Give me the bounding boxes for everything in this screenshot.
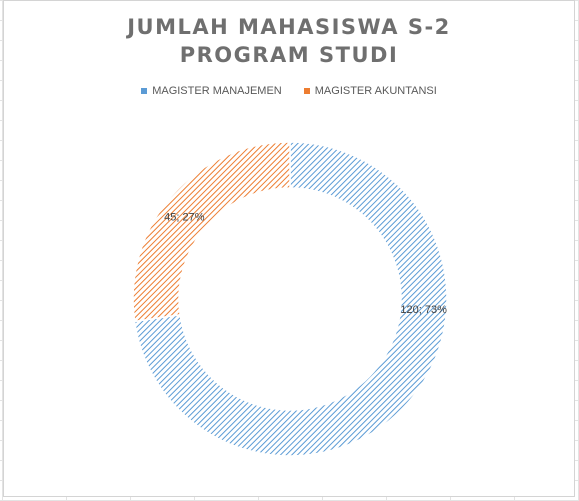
chart-title-line-1: JUMLAH MAHASISWA S-2 [127, 15, 451, 39]
data-label-magister-manajemen: 120; 73% [400, 304, 447, 316]
legend-item-manajemen: MAGISTER MANAJEMEN [141, 85, 282, 97]
legend-item-akuntansi: MAGISTER AKUNTANSI [303, 85, 437, 97]
slice-magister-manajemen[interactable] [133, 141, 448, 457]
legend-swatch-manajemen [141, 88, 148, 94]
legend-label-akuntansi: MAGISTER AKUNTANSI [314, 85, 437, 97]
chart-title: JUMLAH MAHASISWA S-2 PROGRAM STUDI [4, 13, 574, 69]
legend-swatch-akuntansi [303, 88, 310, 94]
slice-magister-akuntansi[interactable] [132, 141, 291, 323]
chart-area[interactable]: JUMLAH MAHASISWA S-2 PROGRAM STUDI MAGIS… [3, 0, 575, 497]
legend-label-manajemen: MAGISTER MANAJEMEN [152, 85, 282, 97]
chart-legend: MAGISTER MANAJEMEN MAGISTER AKUNTANSI [4, 85, 574, 97]
chart-title-line-2: PROGRAM STUDI [179, 43, 399, 67]
data-label-magister-akuntansi: 45; 27% [164, 212, 205, 224]
donut-chart: 120; 73% 45; 27% [132, 141, 448, 457]
